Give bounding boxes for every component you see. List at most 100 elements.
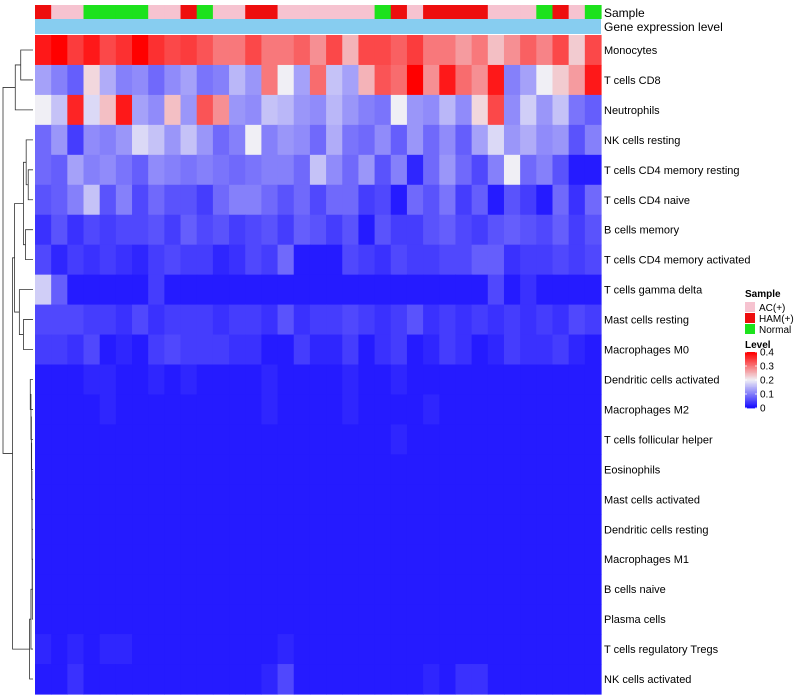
heatmap-cell xyxy=(51,334,68,366)
heatmap-cell xyxy=(520,664,537,695)
heatmap-cell xyxy=(358,304,376,336)
heatmap-cell xyxy=(196,244,214,276)
heatmap-cell xyxy=(471,274,489,306)
level-legend-title: Level xyxy=(745,340,771,351)
heatmap-cell xyxy=(277,304,295,336)
heatmap-cell xyxy=(261,574,279,605)
heatmap-cell xyxy=(342,634,360,665)
heatmap-cell xyxy=(584,574,602,605)
heatmap-cell xyxy=(99,274,117,306)
heatmap-cell xyxy=(309,424,327,455)
heatmap-cell xyxy=(536,304,554,336)
level-legend-gradient-step xyxy=(745,366,757,368)
sample-annotation-cell xyxy=(99,5,117,19)
heatmap-cell xyxy=(406,364,424,396)
heatmap-cell xyxy=(503,334,521,366)
heatmap-cell xyxy=(212,154,230,186)
heatmap-cell xyxy=(487,94,505,126)
heatmap-cell xyxy=(212,304,230,336)
heatmap-cell xyxy=(148,64,165,96)
heatmap-cell xyxy=(277,35,295,66)
heatmap-cell xyxy=(148,274,165,306)
heatmap-cell xyxy=(229,214,246,246)
heatmap-cell xyxy=(439,124,457,156)
sample-annotation-cell xyxy=(568,5,586,19)
heatmap-cell xyxy=(536,634,554,665)
heatmap-cell xyxy=(568,35,586,66)
heatmap-cell xyxy=(536,334,554,366)
heatmap-cell xyxy=(132,35,149,66)
heatmap-cell xyxy=(423,604,440,635)
heatmap-cell xyxy=(406,35,424,66)
heatmap-cell xyxy=(229,604,246,635)
heatmap-cell xyxy=(245,424,262,455)
heatmap-cell xyxy=(51,574,68,605)
heatmap-cell xyxy=(309,274,327,306)
heatmap-cell xyxy=(487,184,505,216)
heatmap-cell xyxy=(67,64,85,96)
heatmap-cell xyxy=(455,214,473,246)
heatmap-cell xyxy=(148,334,165,366)
heatmap-cell xyxy=(552,394,570,425)
heatmap-cell xyxy=(212,274,230,306)
heatmap-cell xyxy=(277,424,295,455)
level-legend-tick-label: 0.1 xyxy=(760,390,774,401)
heatmap-cell xyxy=(245,574,262,605)
heatmap-cell xyxy=(261,454,279,485)
heatmap-cell xyxy=(277,604,295,635)
sample-annotation-cell xyxy=(503,5,521,19)
heatmap-cell xyxy=(342,214,360,246)
level-legend-gradient-step xyxy=(745,364,757,367)
heatmap-cell xyxy=(406,394,424,425)
heatmap-cell xyxy=(148,94,165,126)
heatmap-cell xyxy=(148,214,165,246)
heatmap-cell xyxy=(293,574,311,605)
heatmap-cell xyxy=(196,364,214,396)
heatmap-cell xyxy=(99,634,117,665)
heatmap-cell xyxy=(358,94,376,126)
heatmap-cell xyxy=(536,514,554,545)
heatmap-cell xyxy=(503,484,521,515)
heatmap-cell xyxy=(229,304,246,336)
heatmap-cell xyxy=(503,544,521,575)
heatmap-cell xyxy=(423,35,440,66)
heatmap-cell xyxy=(439,454,457,485)
heatmap-cell xyxy=(83,574,101,605)
heatmap-cell xyxy=(439,184,457,216)
heatmap-cell xyxy=(180,154,198,186)
dendrogram-branch xyxy=(25,229,33,261)
row-label: NK cells activated xyxy=(604,674,691,686)
heatmap-cell xyxy=(520,364,537,396)
heatmap-cell xyxy=(584,334,602,366)
level-legend-gradient-step xyxy=(745,368,757,371)
heatmap-cell xyxy=(342,514,360,545)
heatmap-cell xyxy=(520,35,537,66)
heatmap-cell xyxy=(309,94,327,126)
heatmap-cell xyxy=(487,35,505,66)
heatmap-cell xyxy=(229,664,246,695)
heatmap-cell xyxy=(99,604,117,635)
heatmap-cell xyxy=(390,544,408,575)
heatmap-cell xyxy=(374,64,392,96)
heatmap-cell xyxy=(471,604,489,635)
heatmap-cell xyxy=(293,514,311,545)
heatmap-cell xyxy=(35,94,52,126)
heatmap-cell xyxy=(132,184,149,216)
heatmap-cell xyxy=(180,574,198,605)
heatmap-cell xyxy=(293,124,311,156)
heatmap-cell xyxy=(439,304,457,336)
heatmap-cell xyxy=(212,484,230,515)
heatmap-cell xyxy=(568,364,586,396)
heatmap-cell xyxy=(406,274,424,306)
heatmap-cell xyxy=(132,94,149,126)
level-legend-gradient-step xyxy=(745,380,757,382)
sample-annotation-cell xyxy=(374,5,392,19)
sample-annotation-cell xyxy=(196,5,214,19)
heatmap-cell xyxy=(503,664,521,695)
heatmap-cell xyxy=(358,514,376,545)
heatmap-cell xyxy=(374,484,392,515)
heatmap-cell xyxy=(309,664,327,695)
heatmap-cell xyxy=(245,544,262,575)
heatmap-cell xyxy=(342,544,360,575)
heatmap-cell xyxy=(293,214,311,246)
